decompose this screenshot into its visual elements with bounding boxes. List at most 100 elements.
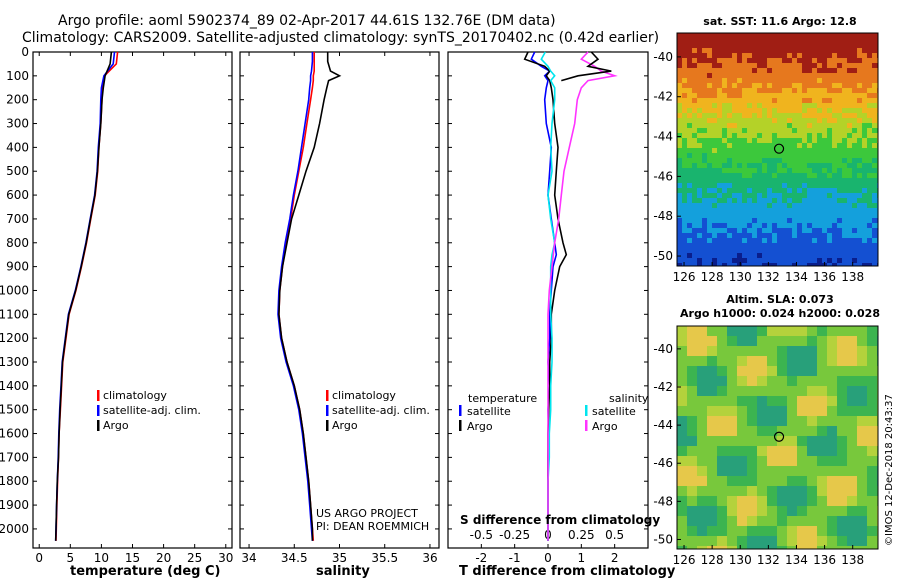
sst-map-cell — [712, 43, 718, 49]
sst-map-cell — [782, 198, 788, 204]
sla-map-cell — [787, 396, 798, 407]
sla-map-cell — [797, 446, 808, 457]
sst-map-cell — [742, 33, 748, 39]
sst-map-cell — [717, 198, 723, 204]
sst-map-cell — [842, 43, 848, 49]
sst-map-cell — [762, 78, 768, 84]
sst-map-cell — [817, 123, 823, 129]
sst-map-cell — [737, 153, 743, 159]
sst-map-cell — [682, 248, 688, 254]
sst-map-cell — [722, 203, 728, 209]
sst-map-cell — [802, 143, 808, 149]
sst-map-cell — [802, 193, 808, 199]
sst-map-cell — [757, 108, 763, 114]
sst-map-cell — [752, 163, 758, 169]
sst-map-cell — [862, 223, 868, 229]
sla-map-cell — [687, 526, 698, 537]
sst-map-cell — [707, 108, 713, 114]
sst-map-cell — [822, 93, 828, 99]
sst-map-cell — [697, 213, 703, 219]
sla-map-cell — [697, 476, 708, 487]
sst-map-cell — [757, 118, 763, 124]
sst-map-cell — [757, 68, 763, 74]
sla-map-cell — [857, 336, 868, 347]
sst-map-cell — [797, 33, 803, 39]
sla-map-cell — [777, 546, 788, 550]
sst-map-cell — [717, 133, 723, 139]
sla-map-cell — [717, 366, 728, 377]
sst-map-cell — [712, 78, 718, 84]
sst-map-cell — [822, 163, 828, 169]
sst-map-cell — [812, 58, 818, 64]
sst-map-cell — [837, 123, 843, 129]
sst-map-cell — [692, 248, 698, 254]
sla-map-cell — [737, 336, 748, 347]
sla-map-cell — [797, 456, 808, 467]
sst-map-cell — [677, 153, 683, 159]
sst-map-cell — [692, 133, 698, 139]
sst-map-cell — [827, 63, 833, 69]
sst-map-cell — [812, 103, 818, 109]
sla-map-cell — [747, 366, 758, 377]
temperature-panel: 0100200300400500600700800900100011001200… — [0, 45, 233, 565]
sst-map-cell — [707, 248, 713, 254]
sst-map-cell — [707, 33, 713, 39]
sla-map-cell — [837, 496, 848, 507]
sst-map-cell — [697, 108, 703, 114]
sst-map-cell — [842, 138, 848, 144]
sla-map-cell — [727, 416, 738, 427]
sst-map-cell — [757, 58, 763, 64]
sst-map-cell — [737, 128, 743, 134]
legend-swatch — [585, 420, 588, 431]
sla-map-cell — [837, 376, 848, 387]
sla-map-cell — [747, 456, 758, 467]
sst-map-cell — [782, 143, 788, 149]
sst-map-cell — [757, 198, 763, 204]
sst-map-cell — [872, 253, 878, 259]
sst-map-cell — [677, 228, 683, 234]
sst-map-cell — [722, 148, 728, 154]
sst-map-cell — [867, 178, 873, 184]
sst-map-cell — [857, 153, 863, 159]
sla-map-cell — [847, 426, 858, 437]
sst-map-cell — [762, 238, 768, 244]
sst-map-cell — [752, 58, 758, 64]
sst-map-cell — [812, 188, 818, 194]
sst-map-cell — [782, 123, 788, 129]
sst-map-cell — [862, 173, 868, 179]
sst-map-cell — [717, 253, 723, 259]
sla-map-cell — [817, 386, 828, 397]
legend-label: Argo — [467, 420, 493, 433]
sst-map-cell — [722, 123, 728, 129]
sst-map-cell — [782, 168, 788, 174]
sst-map-cell — [682, 143, 688, 149]
sst-map-cell — [817, 168, 823, 174]
sst-map-cell — [747, 163, 753, 169]
sst-map-cell — [802, 58, 808, 64]
sst-map-cell — [722, 193, 728, 199]
sst-map-cell — [752, 148, 758, 154]
sst-map-cell — [842, 178, 848, 184]
legend-title-temperature: temperature — [468, 392, 537, 405]
sst-map-cell — [802, 68, 808, 74]
sst-map-cell — [782, 103, 788, 109]
sst-map-cell — [682, 108, 688, 114]
sst-map-cell — [692, 193, 698, 199]
sst-map-cell — [782, 98, 788, 104]
sst-map-cell — [772, 88, 778, 94]
sst-map-cell — [867, 168, 873, 174]
sst-map-cell — [762, 253, 768, 259]
sst-map-cell — [862, 43, 868, 49]
sst-map-cell — [807, 183, 813, 189]
sla-map-cell — [737, 426, 748, 437]
sst-map-cell — [797, 73, 803, 79]
sst-map-cell — [842, 153, 848, 159]
sla-map-cell — [727, 476, 738, 487]
sst-map-cell — [837, 118, 843, 124]
sst-map-cell — [787, 168, 793, 174]
sst-map-cell — [727, 93, 733, 99]
sst-map-cell — [727, 98, 733, 104]
sst-map-cell — [777, 53, 783, 59]
sst-map-cell — [697, 103, 703, 109]
sla-map-cell — [817, 376, 828, 387]
